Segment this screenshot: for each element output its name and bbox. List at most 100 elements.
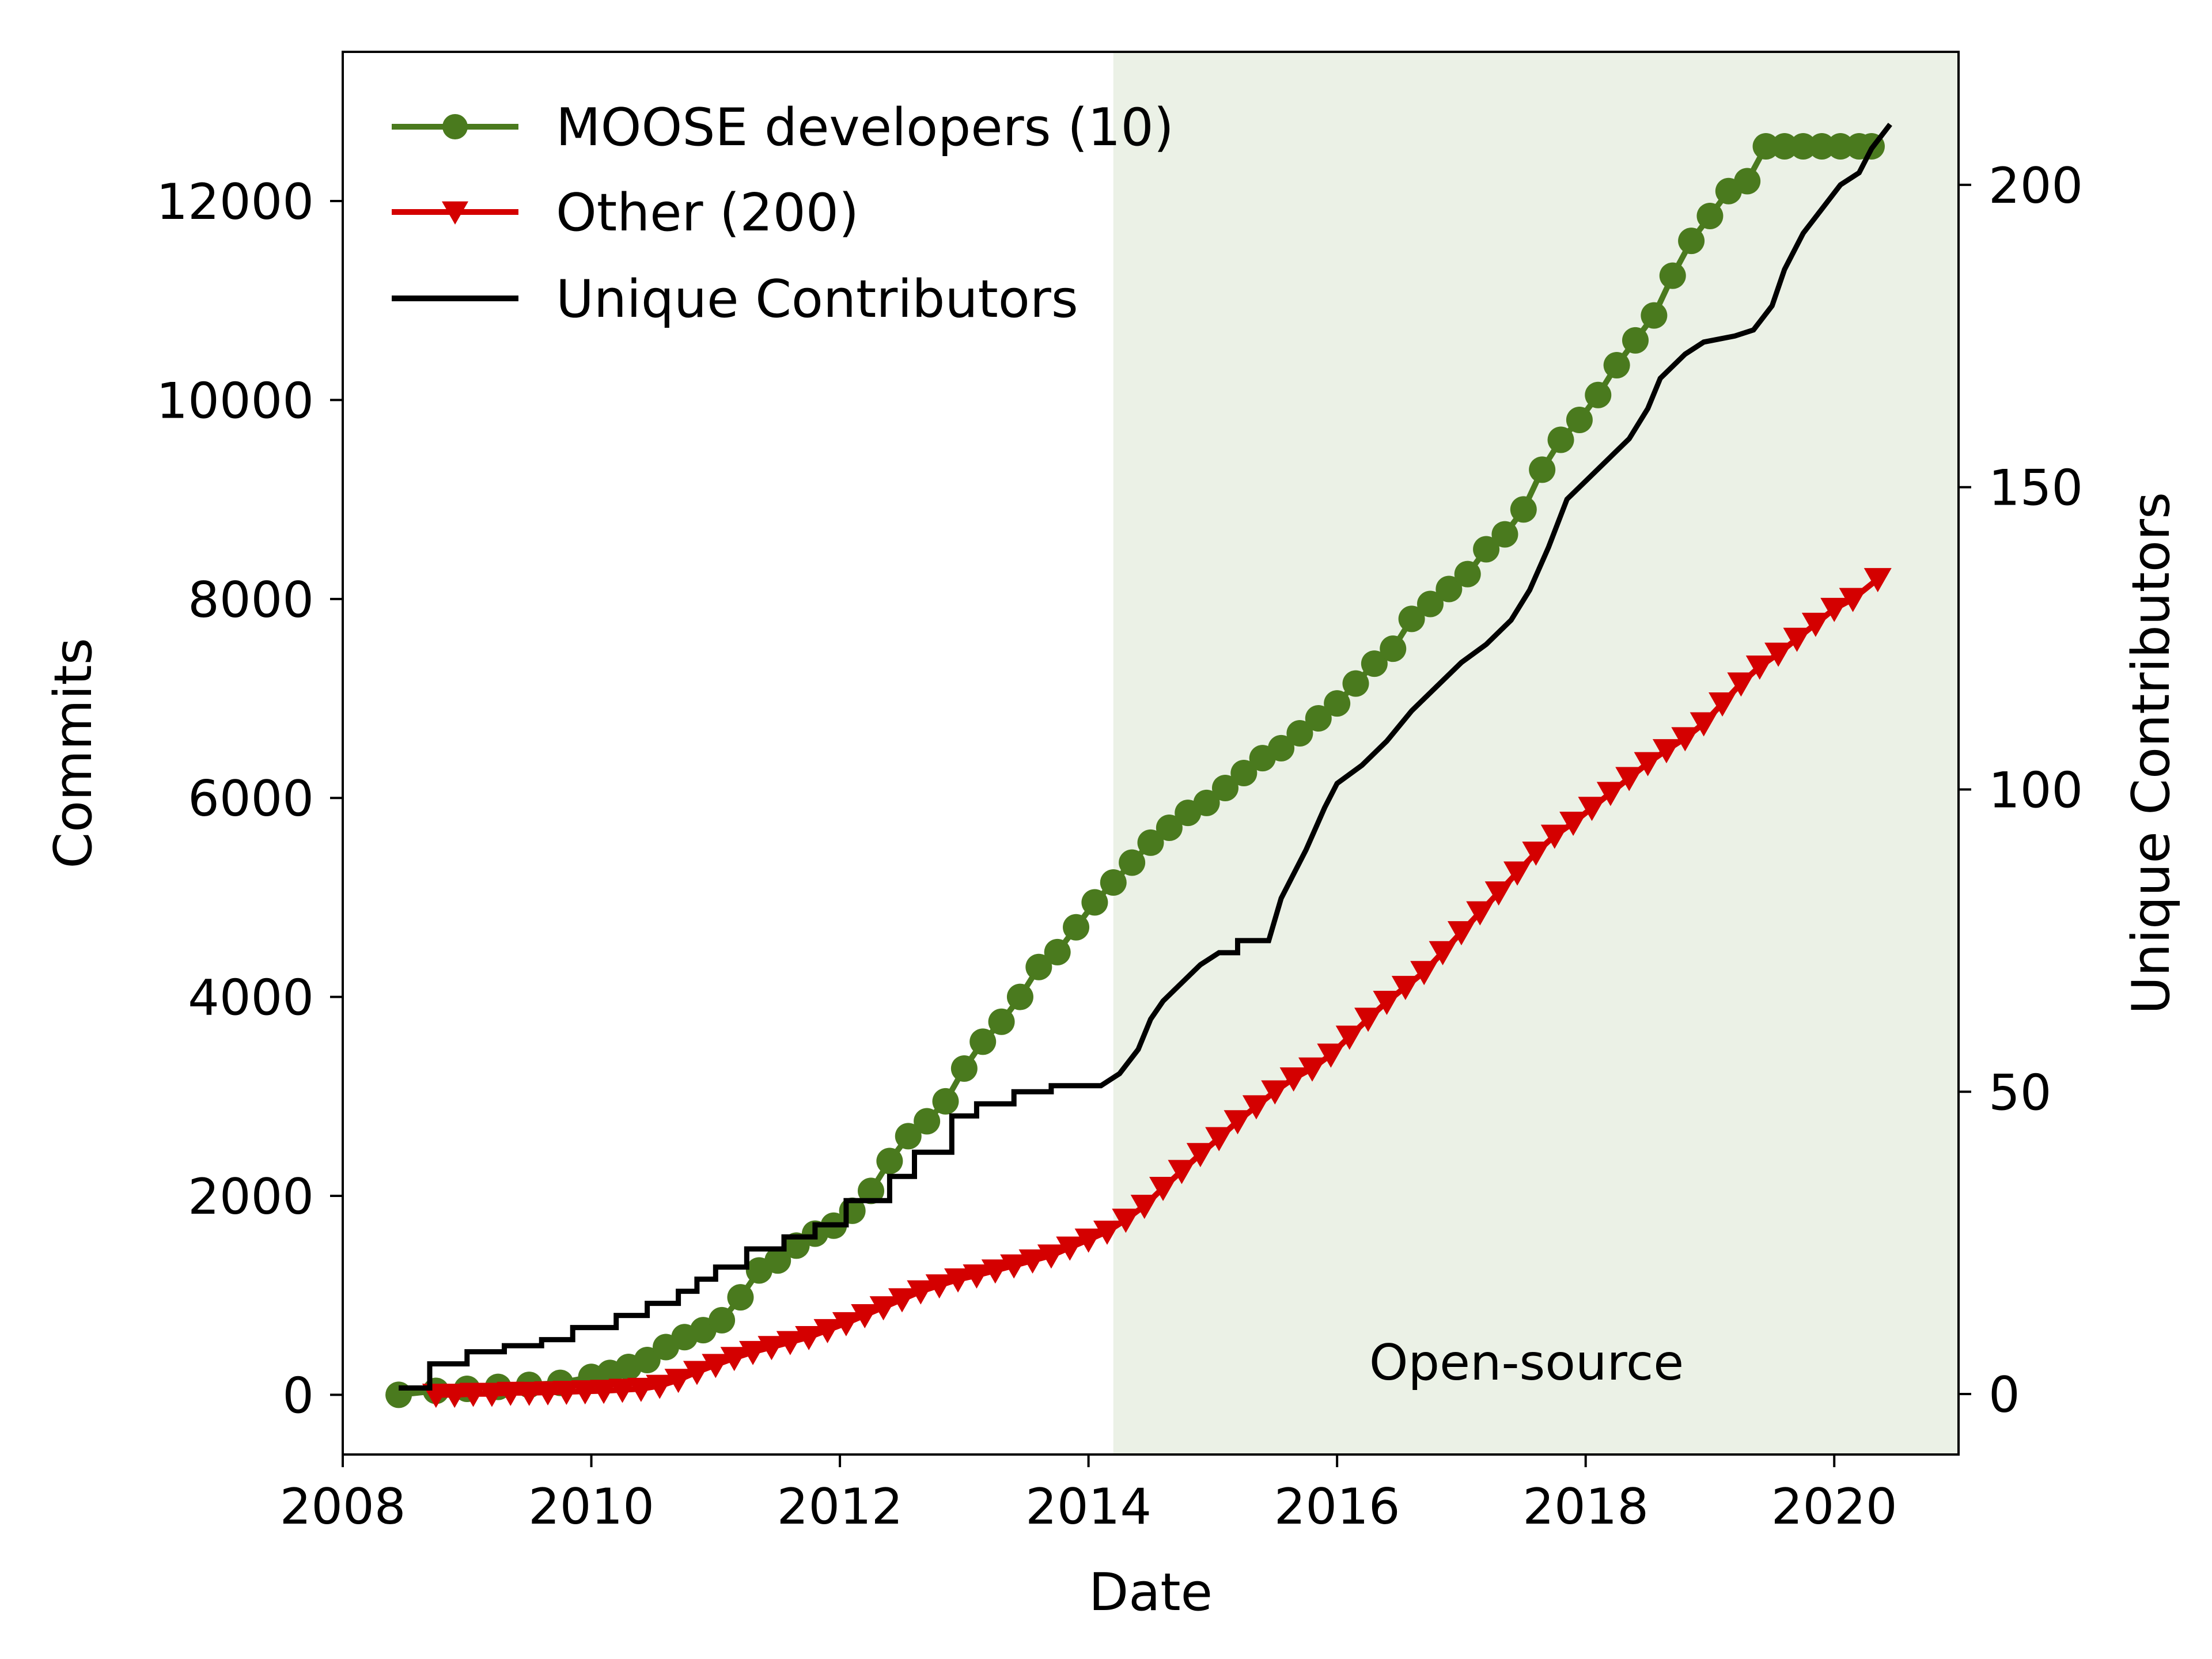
moose-point: [1641, 302, 1668, 329]
other-point: [1149, 1176, 1177, 1201]
moose-point: [1305, 705, 1332, 732]
moose-point: [1678, 228, 1705, 255]
x-tick-label: 2008: [280, 1478, 406, 1536]
legend-unique-label: Unique Contributors: [556, 269, 1078, 329]
other-point: [646, 1374, 674, 1399]
other-point: [683, 1361, 711, 1385]
other-point: [1596, 782, 1624, 806]
moose-point: [1025, 953, 1052, 980]
other-point: [1522, 841, 1550, 866]
moose-point: [1585, 381, 1612, 408]
other-point: [590, 1380, 618, 1404]
y-tick-label: 8000: [188, 571, 314, 629]
other-point: [1839, 588, 1867, 612]
other-point: [552, 1381, 581, 1406]
moose-point: [709, 1306, 736, 1334]
y-tick-label: 6000: [188, 770, 314, 828]
other-point: [1863, 568, 1892, 593]
moose-point: [1119, 849, 1146, 876]
x-tick-label: 2014: [1025, 1478, 1152, 1536]
moose-point: [1603, 351, 1630, 378]
other-point: [1335, 1025, 1363, 1050]
x-tick-label: 2016: [1274, 1478, 1400, 1536]
y2-tick-label: 150: [1988, 460, 2083, 517]
legend-entry-moose: MOOSE developers (10): [392, 97, 1174, 158]
moose-point: [1398, 605, 1425, 632]
x-tick-label: 2010: [528, 1478, 654, 1536]
y2-tick-label: 0: [1988, 1366, 2020, 1424]
other-point: [888, 1288, 916, 1313]
moose-point: [1566, 406, 1593, 433]
other-point: [739, 1340, 767, 1365]
other-point: [1690, 712, 1718, 737]
other-point: [1130, 1195, 1158, 1219]
other-point: [907, 1280, 935, 1305]
plot-frame: [342, 51, 1960, 1456]
moose-point: [634, 1346, 661, 1373]
y-tick-label: 10000: [156, 372, 314, 430]
moose-point: [1342, 670, 1369, 697]
other-point: [1298, 1057, 1326, 1082]
moose-point: [1044, 938, 1071, 965]
other-point: [1093, 1220, 1121, 1245]
y-tick-label: 2000: [188, 1168, 314, 1226]
other-point: [757, 1336, 786, 1361]
other-point: [459, 1382, 487, 1407]
other-point: [1261, 1080, 1289, 1105]
moose-point: [1510, 496, 1537, 523]
other-point: [497, 1381, 525, 1406]
other-point: [534, 1381, 562, 1406]
other-point: [1559, 812, 1588, 836]
moose-point: [1324, 690, 1351, 717]
moose-point: [1380, 635, 1407, 662]
other-point: [1112, 1209, 1140, 1233]
moose-point: [1416, 590, 1444, 618]
other-point: [813, 1319, 842, 1343]
axes-layer: 2008 2010 2012 2014 2016 2018 2020020004000600…: [156, 157, 2083, 1536]
open-source-shaded-region: [1113, 52, 1959, 1455]
moose-point: [1156, 815, 1183, 842]
other-point: [702, 1354, 730, 1378]
other-point: [1484, 881, 1513, 906]
other-point: [1503, 861, 1532, 886]
moose-point: [1268, 734, 1295, 762]
moose-point: [1473, 536, 1500, 563]
other-point: [851, 1304, 879, 1329]
y2-tick-label: 50: [1988, 1064, 2051, 1122]
x-tick-label: 2020: [1771, 1478, 1897, 1536]
other-point: [1652, 739, 1680, 764]
moose-point: [1808, 133, 1835, 160]
other-point: [795, 1326, 823, 1351]
other-point: [1056, 1236, 1084, 1261]
legend-moose-label: MOOSE developers (10): [556, 97, 1174, 158]
other-point: [1429, 941, 1457, 965]
other-point: [944, 1268, 972, 1293]
moose-point: [895, 1123, 922, 1150]
legend-entry-other: Other (200): [392, 183, 859, 243]
moose-point: [1547, 426, 1574, 453]
moose-point: [858, 1177, 885, 1205]
other-point: [1709, 692, 1737, 717]
other-point: [1373, 991, 1401, 1016]
other-point: [1578, 797, 1606, 821]
moose-point: [1081, 889, 1108, 916]
moose-point: [764, 1247, 791, 1274]
moose-point: [727, 1284, 754, 1311]
moose-point: [1659, 262, 1686, 289]
x-axis-label: Date: [1089, 1562, 1213, 1623]
moose-point: [1752, 133, 1779, 160]
other-point: [627, 1377, 655, 1402]
moose-point: [914, 1108, 941, 1135]
moose-point: [950, 1055, 978, 1082]
moose-point: [1100, 869, 1127, 896]
other-point: [1820, 597, 1849, 622]
y-tick-label: 4000: [188, 969, 314, 1027]
legend-moose-marker: [442, 114, 468, 139]
y-axis-label: Commits: [43, 638, 104, 868]
other-point: [1242, 1095, 1270, 1120]
moose-point: [1137, 829, 1164, 856]
other-point: [963, 1264, 991, 1289]
other-point: [776, 1331, 804, 1355]
other-point: [1205, 1127, 1233, 1152]
other-point: [515, 1381, 543, 1406]
